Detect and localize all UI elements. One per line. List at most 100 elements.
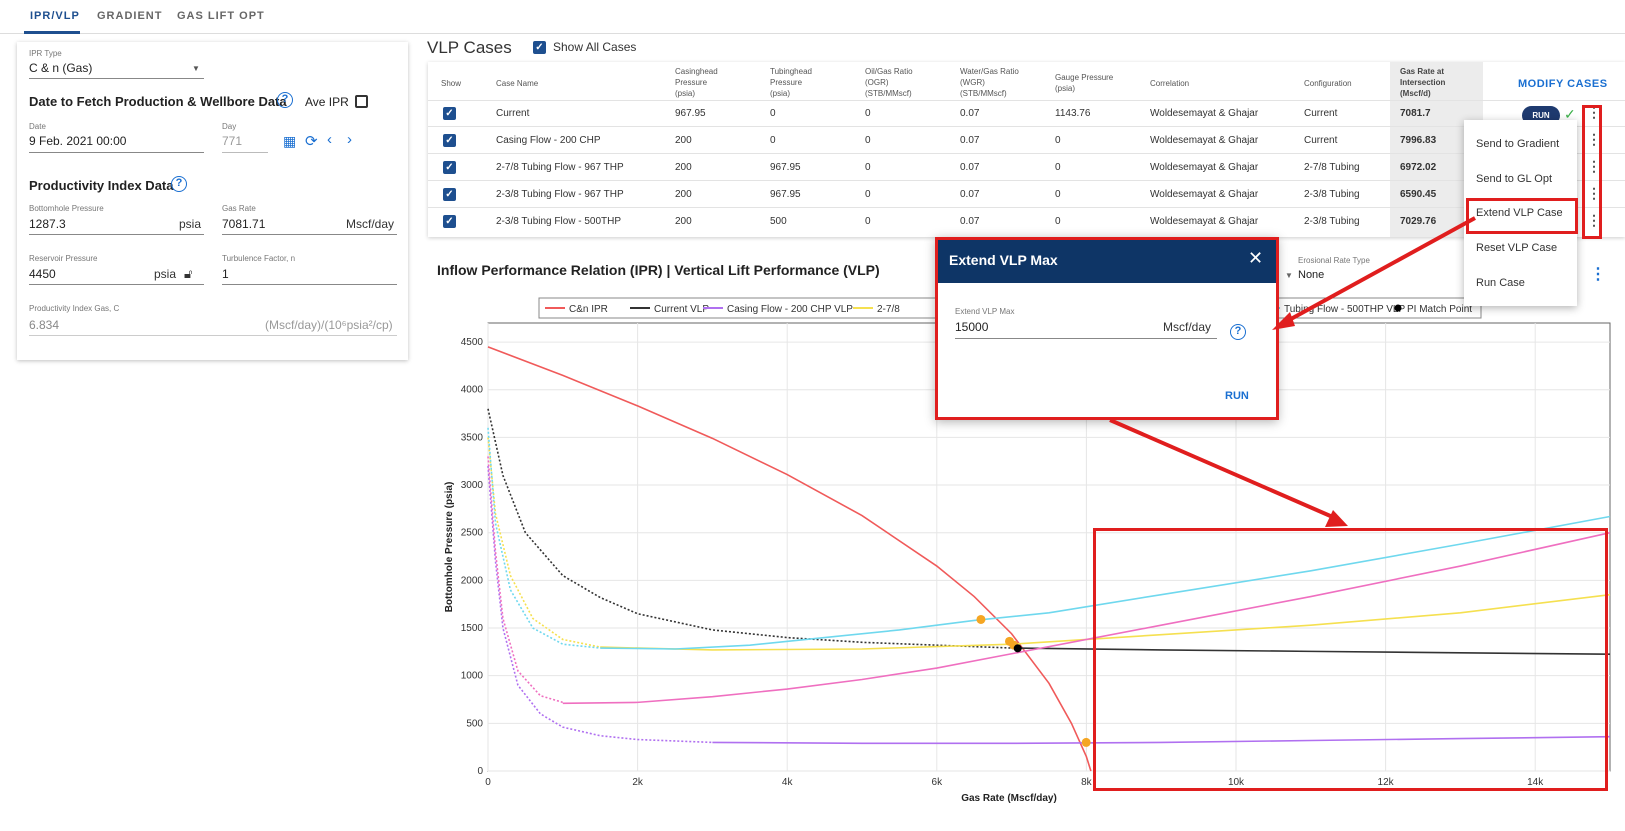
tab-gradient[interactable]: GRADIENT <box>97 10 163 22</box>
show-all-label: Show All Cases <box>553 40 637 54</box>
extended-region-highlight-box <box>1093 528 1608 791</box>
x-axis-label: Gas Rate (Mscf/day) <box>961 793 1057 804</box>
tab-bar: IPR/VLP GRADIENT GAS LIFT OPT <box>0 0 1625 34</box>
correlation: Woldesemayat & Ghajar <box>1150 216 1259 227</box>
menu-extend-vlp-case[interactable]: Extend VLP Case <box>1476 207 1563 219</box>
y-tick-label: 1000 <box>461 671 484 682</box>
close-icon[interactable]: ✕ <box>1248 248 1264 268</box>
ogr: 0 <box>865 135 871 146</box>
row-divider <box>428 100 1625 101</box>
extend-vlp-input[interactable]: 15000 <box>955 320 989 334</box>
turbulence-input[interactable]: 1 <box>222 267 229 281</box>
pi-gas-underline <box>29 335 397 336</box>
ipr-type-select[interactable]: C & n (Gas) <box>29 61 93 75</box>
correlation: Woldesemayat & Ghajar <box>1150 108 1259 119</box>
tab-gas-lift-opt[interactable]: GAS LIFT OPT <box>177 10 265 22</box>
header-configuration: Configuration <box>1304 79 1352 88</box>
dialog-run-button[interactable]: RUN <box>1225 390 1249 402</box>
kebab-menu-icon[interactable]: ⋮ <box>1587 131 1601 147</box>
ogr: 0 <box>865 216 871 227</box>
wgr: 0.07 <box>960 189 980 200</box>
y-tick-label: 4000 <box>461 385 484 396</box>
y-tick-label: 3000 <box>461 480 484 491</box>
ipr-type-label: IPR Type <box>29 49 62 58</box>
menu-send-to-gradient[interactable]: Send to Gradient <box>1476 138 1560 150</box>
tubing-pressure: 967.95 <box>770 189 801 200</box>
gas-rate-underline <box>222 234 397 235</box>
gauge-pressure: 0 <box>1055 216 1061 227</box>
intersection-point <box>1081 737 1091 747</box>
modify-cases-button[interactable]: MODIFY CASES <box>1518 78 1608 90</box>
kebab-highlight-box <box>1582 105 1602 239</box>
row-show-checkbox[interactable]: ✓ <box>443 215 456 228</box>
help-icon[interactable]: ? <box>171 176 187 192</box>
kebab-menu-icon[interactable]: ⋮ <box>1587 104 1601 120</box>
chevron-down-icon[interactable]: ▼ <box>192 64 200 73</box>
day-label: Day <box>222 122 237 131</box>
day-underline <box>222 152 268 153</box>
day-input[interactable]: 771 <box>222 134 243 148</box>
menu-reset-vlp-case[interactable]: Reset VLP Case <box>1476 242 1558 254</box>
erosional-rate-select[interactable]: None <box>1298 269 1325 281</box>
row-show-checkbox[interactable]: ✓ <box>443 107 456 120</box>
correlation: Woldesemayat & Ghajar <box>1150 135 1259 146</box>
menu-send-to-gl-opt[interactable]: Send to GL Opt <box>1476 173 1553 185</box>
intersection-point <box>976 614 986 624</box>
header-ogr: Oil/Gas Ratio (OGR) (STB/MMscf) <box>865 67 913 98</box>
bhp-label: Bottomhole Pressure <box>29 204 104 213</box>
gas-rate-unit: Mscf/day <box>346 217 395 231</box>
chevron-left-icon[interactable]: ‹ <box>327 131 332 148</box>
help-icon[interactable]: ? <box>277 92 293 108</box>
kebab-menu-icon[interactable]: ⋮ <box>1587 185 1601 201</box>
case-name: Current <box>496 108 530 119</box>
series-line <box>487 437 601 648</box>
row-show-checkbox[interactable]: ✓ <box>443 188 456 201</box>
reservoir-pressure-input[interactable]: 4450 <box>29 267 56 281</box>
date-input[interactable]: 9 Feb. 2021 00:00 <box>29 134 127 148</box>
kebab-menu-icon[interactable]: ⋮ <box>1590 266 1606 283</box>
kebab-menu-icon[interactable]: ⋮ <box>1587 158 1601 174</box>
y-tick-label: 1500 <box>461 623 484 634</box>
row-divider <box>428 180 1625 181</box>
ipr-type-underline <box>29 78 204 79</box>
casing-pressure: 200 <box>675 216 692 227</box>
row-show-checkbox[interactable]: ✓ <box>443 134 456 147</box>
chevron-right-icon[interactable]: › <box>347 131 352 148</box>
header-correlation: Correlation <box>1150 79 1190 88</box>
header-tubinghead-pressure: Tubinghead Pressure (psia) <box>770 67 812 98</box>
bhp-input[interactable]: 1287.3 <box>29 217 66 231</box>
show-all-checkbox[interactable]: ✓ <box>533 41 546 54</box>
gas-rate: 7996.83 <box>1400 135 1437 146</box>
calendar-search-icon[interactable]: ▦ <box>283 133 297 149</box>
turbulence-underline <box>222 284 397 285</box>
series-line <box>562 531 1611 705</box>
pi-gas-unit: (Mscf/day)/(10⁶psia²/cp) <box>265 318 393 332</box>
wgr: 0.07 <box>960 135 980 146</box>
lock-open-icon[interactable]: 🔓︎ <box>184 266 193 281</box>
check-icon: ✓ <box>1564 106 1576 122</box>
date-label: Date <box>29 122 46 131</box>
x-tick-label: 14k <box>1527 777 1544 788</box>
table-row: ✓ Casing Flow - 200 CHP 200 0 0 0.07 0 W… <box>428 127 1625 154</box>
help-icon[interactable]: ? <box>1230 324 1246 340</box>
header-case-name: Case Name <box>496 79 539 88</box>
ave-ipr-checkbox[interactable] <box>355 95 368 108</box>
wgr: 0.07 <box>960 162 980 173</box>
gas-rate-input[interactable]: 7081.71 <box>222 217 266 231</box>
kebab-menu-icon[interactable]: ⋮ <box>1587 212 1601 228</box>
menu-run-case[interactable]: Run Case <box>1476 277 1525 289</box>
reservoir-pressure-label: Reservoir Pressure <box>29 254 98 263</box>
table-row: ✓ 2-7/8 Tubing Flow - 967 THP 200 967.95… <box>428 154 1625 181</box>
pi-gas-label: Productivity Index Gas, C <box>29 304 120 313</box>
tab-ipr-vlp[interactable]: IPR/VLP <box>30 10 80 22</box>
refresh-icon[interactable]: ⟳ <box>305 133 318 150</box>
gauge-pressure: 0 <box>1055 162 1061 173</box>
gas-rate: 6972.02 <box>1400 162 1437 173</box>
active-tab-indicator <box>24 31 80 34</box>
legend-swatch <box>1394 304 1402 312</box>
y-tick-label: 0 <box>477 766 483 777</box>
chevron-down-icon[interactable]: ▼ <box>1285 271 1293 280</box>
extend-vlp-dialog: Extend VLP Max ✕ Extend VLP Max 15000 Ms… <box>935 237 1278 420</box>
case-name: 2-7/8 Tubing Flow - 967 THP <box>496 162 624 173</box>
row-show-checkbox[interactable]: ✓ <box>443 161 456 174</box>
